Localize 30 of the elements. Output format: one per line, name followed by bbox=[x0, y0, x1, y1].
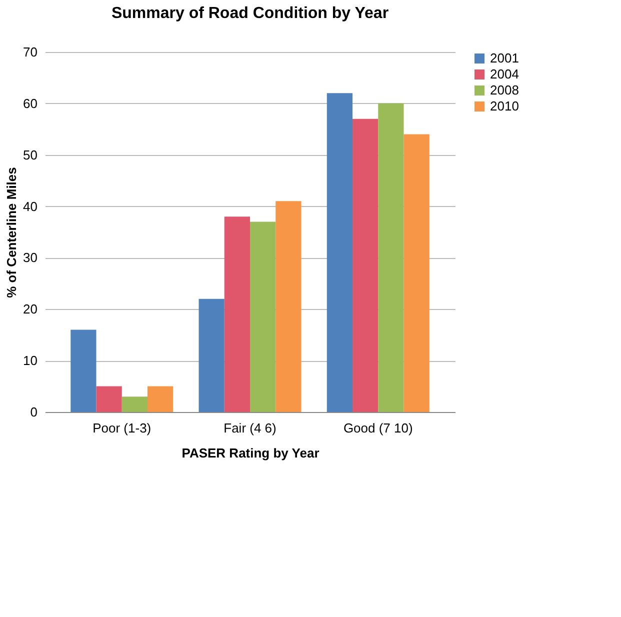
bar bbox=[198, 298, 224, 412]
x-tick-label: Good (7 10) bbox=[343, 420, 413, 436]
y-tick-label: 0 bbox=[30, 404, 38, 420]
legend-label: 2010 bbox=[490, 98, 519, 114]
legend-label: 2008 bbox=[490, 82, 519, 98]
y-tick-label: 40 bbox=[23, 198, 38, 214]
y-tick-label: 60 bbox=[23, 96, 38, 111]
legend-label: 2001 bbox=[490, 50, 519, 66]
y-tick-label: 10 bbox=[23, 353, 38, 368]
bar bbox=[352, 118, 378, 412]
y-tick-label: 30 bbox=[23, 250, 38, 266]
bar bbox=[404, 134, 430, 412]
bar bbox=[122, 396, 148, 412]
bar bbox=[96, 386, 122, 412]
x-tick-label: Poor (1-3) bbox=[92, 420, 152, 436]
y-axis-title: % of Centerline Miles bbox=[4, 167, 20, 298]
bar bbox=[276, 201, 302, 412]
bar bbox=[326, 93, 352, 412]
bar bbox=[70, 330, 96, 412]
bar bbox=[148, 386, 174, 412]
bar bbox=[224, 216, 250, 412]
bar bbox=[378, 103, 404, 412]
bar bbox=[250, 222, 276, 412]
y-tick-label: 70 bbox=[23, 44, 38, 60]
y-tick-label: 50 bbox=[23, 147, 38, 162]
x-tick-label: Fair (4 6) bbox=[224, 420, 276, 436]
chart-title: Summary of Road Condition by Year bbox=[111, 5, 389, 22]
y-tick-label: 20 bbox=[23, 302, 38, 317]
legend-label: 2004 bbox=[490, 66, 519, 82]
x-axis-title: PASER Rating by Year bbox=[182, 446, 320, 460]
